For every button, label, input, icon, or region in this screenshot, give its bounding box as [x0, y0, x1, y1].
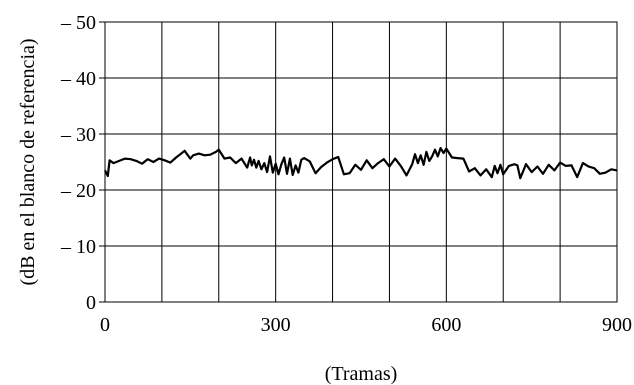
y-tick-label: 0 — [86, 292, 96, 314]
y-axis-title: (dB en el blanco de referencia) — [17, 38, 39, 285]
plot-area — [104, 21, 618, 303]
y-tick-label: – 50 — [60, 12, 96, 34]
y-tick-label: – 20 — [60, 180, 96, 202]
y-tick-label: – 30 — [60, 124, 96, 146]
series-line-1 — [104, 146, 618, 180]
grid — [105, 22, 617, 302]
series-lines — [104, 146, 618, 180]
y-axis-ticks: 0 – 10 – 20 – 30 – 40 – 50 — [60, 12, 105, 314]
y-tick-label: – 40 — [60, 68, 96, 90]
x-tick-label: 300 — [261, 314, 291, 336]
x-axis-ticks: 0 300 600 900 — [100, 314, 632, 336]
x-axis-title: (Tramas) — [325, 363, 398, 385]
y-tick-label: – 10 — [60, 236, 96, 258]
x-tick-label: 600 — [431, 314, 461, 336]
x-tick-label: 900 — [602, 314, 632, 336]
x-tick-label: 0 — [100, 314, 110, 336]
